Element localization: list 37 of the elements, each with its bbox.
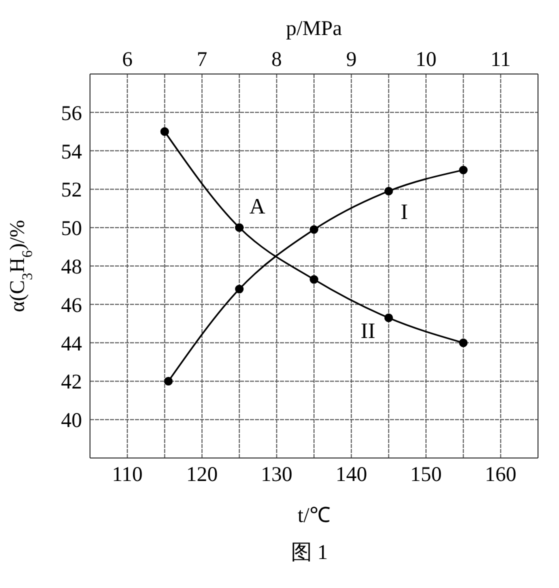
y-tick-label: 46 (61, 292, 82, 317)
point (459, 166, 468, 174)
x-axis-title: t/℃ (298, 503, 330, 527)
point (235, 223, 244, 232)
x2-tick-label: 7 (196, 47, 208, 71)
y-tick-label: 42 (61, 370, 82, 394)
y-tick-label: 52 (61, 178, 82, 202)
x-tick-label: 120 (186, 462, 218, 486)
y-tick-label: 48 (61, 254, 82, 278)
x2-tick-label: 10 (416, 47, 436, 71)
x2-axis-title: p/MPa (286, 16, 343, 40)
point (384, 314, 393, 322)
x-tick-label: 160 (484, 462, 516, 486)
point (160, 127, 169, 136)
series-label: II (360, 318, 376, 343)
x2-tick-label: 9 (346, 47, 357, 71)
point (164, 376, 173, 386)
point (384, 186, 393, 196)
caption: 图 1 (290, 539, 329, 566)
x-tick-label: 150 (410, 462, 442, 486)
x-tick-label: 140 (336, 462, 368, 486)
y-tick-label: 56 (61, 100, 82, 125)
y-tick-label: 44 (61, 331, 82, 356)
point (310, 275, 318, 284)
series-label: I (400, 199, 408, 224)
point (310, 225, 318, 234)
x-tick-label: 110 (112, 462, 143, 486)
x2-tick-label: 6 (122, 47, 133, 71)
y-tick-label: 50 (61, 216, 82, 240)
x-tick-label: 130 (260, 462, 292, 486)
y-tick-label: 40 (61, 408, 82, 432)
x2-tick-label: 8 (271, 47, 282, 71)
point (459, 338, 468, 348)
y-tick-label: 54 (61, 139, 82, 164)
point (235, 284, 244, 294)
x2-tick-label: 11 (490, 47, 511, 71)
annotation: A (249, 194, 266, 219)
